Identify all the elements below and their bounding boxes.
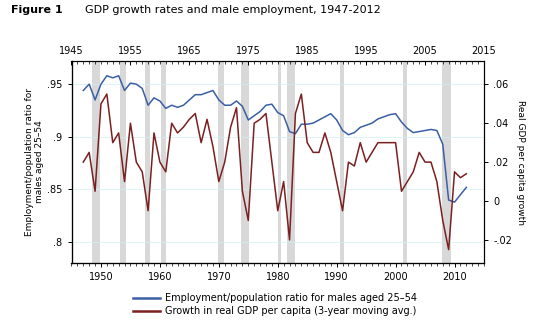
Bar <box>287 61 295 263</box>
Bar <box>403 61 407 263</box>
Bar <box>442 61 451 263</box>
Bar <box>278 61 281 263</box>
Y-axis label: Employment/population ratio for
males aged 25–54: Employment/population ratio for males ag… <box>25 88 45 236</box>
Text: GDP growth rates and male employment, 1947-2012: GDP growth rates and male employment, 19… <box>85 5 381 15</box>
Bar <box>161 61 166 263</box>
Bar <box>120 61 127 263</box>
Bar <box>145 61 151 263</box>
Bar <box>340 61 344 263</box>
Text: Figure 1: Figure 1 <box>11 5 63 15</box>
Legend: Employment/population ratio for males aged 25–54, Growth in real GDP per capita : Employment/population ratio for males ag… <box>133 293 417 316</box>
Y-axis label: Real GDP per capita growth: Real GDP per capita growth <box>516 100 525 225</box>
Bar <box>92 61 100 263</box>
Bar <box>240 61 250 263</box>
Bar <box>218 61 224 263</box>
